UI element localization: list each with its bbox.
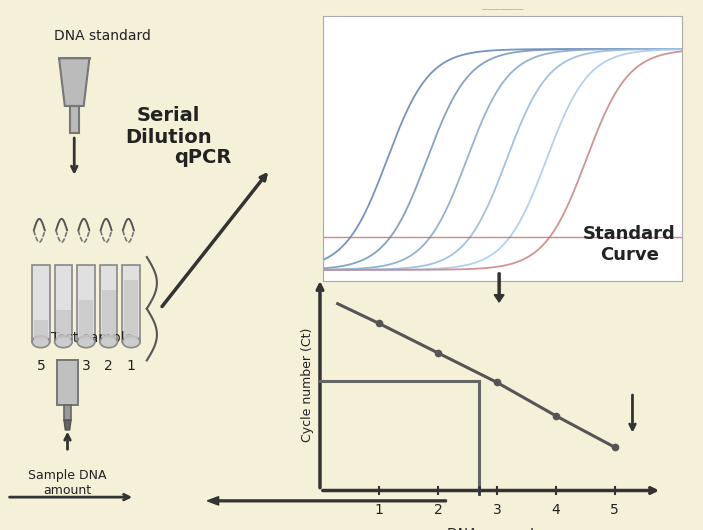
Text: 4: 4: [551, 504, 560, 517]
Bar: [58, 360, 77, 405]
Text: Serial
Dilution: Serial Dilution: [125, 106, 212, 147]
Text: 3: 3: [493, 504, 501, 517]
Bar: [55, 265, 72, 342]
Text: 1: 1: [375, 504, 383, 517]
Ellipse shape: [100, 336, 117, 348]
Text: 5: 5: [610, 504, 619, 517]
Bar: [32, 265, 50, 342]
Text: 5: 5: [37, 359, 45, 373]
Bar: [56, 310, 70, 339]
Polygon shape: [59, 58, 89, 106]
Ellipse shape: [122, 336, 140, 348]
Text: Cycle number (Ct): Cycle number (Ct): [300, 327, 314, 441]
Text: 3: 3: [82, 359, 91, 373]
Text: DNA standard: DNA standard: [54, 29, 151, 43]
Bar: [124, 280, 138, 339]
Bar: [122, 265, 140, 342]
Text: 1: 1: [127, 359, 136, 373]
Text: 2: 2: [434, 504, 442, 517]
Bar: [64, 405, 71, 420]
Text: Test sample: Test sample: [51, 331, 133, 345]
Bar: [79, 300, 93, 339]
Bar: [101, 290, 116, 339]
Ellipse shape: [77, 336, 95, 348]
Text: DNA amount: DNA amount: [446, 527, 535, 530]
Ellipse shape: [32, 336, 50, 348]
Bar: [100, 265, 117, 342]
Bar: [70, 106, 79, 132]
Bar: [34, 320, 48, 339]
Text: ─────────────: ─────────────: [482, 8, 524, 13]
Text: Standard
Curve: Standard Curve: [583, 225, 676, 264]
Text: 4: 4: [59, 359, 67, 373]
Text: Sample DNA
amount: Sample DNA amount: [28, 469, 107, 497]
Text: qPCR: qPCR: [174, 148, 231, 167]
Text: 2: 2: [104, 359, 113, 373]
Polygon shape: [64, 420, 71, 430]
Ellipse shape: [55, 336, 72, 348]
Bar: [77, 265, 95, 342]
